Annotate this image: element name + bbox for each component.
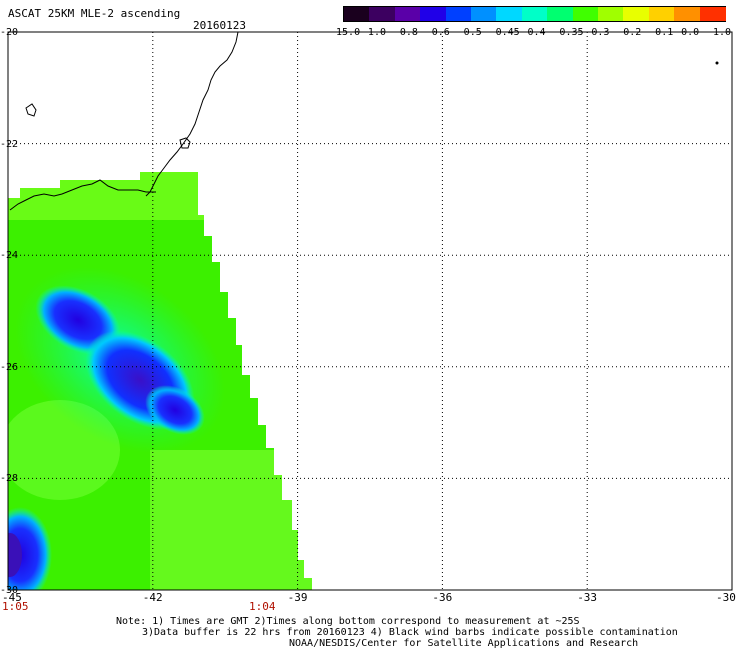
color-bar-segment — [496, 7, 523, 21]
note-line-1: Note: 1) Times are GMT 2)Times along bot… — [116, 616, 580, 627]
island-outline — [25, 103, 37, 117]
longitude-label: -36 — [432, 591, 453, 604]
note-line-3: NOAA/NESDIS/Center for Satellite Applica… — [289, 638, 639, 649]
longitude-label: -33 — [577, 591, 598, 604]
latitude-label: -22 — [0, 138, 19, 150]
map-date: 20160123 — [193, 19, 246, 32]
color-bar-segment — [547, 7, 574, 21]
latitude-label: -20 — [0, 27, 19, 38]
longitude-label: -45 — [2, 591, 22, 604]
latitude-label: -26 — [0, 361, 19, 373]
longitude-label: -42 — [142, 591, 163, 604]
latitude-label: -30 — [0, 585, 19, 596]
color-bar-segment — [521, 7, 549, 21]
color-bar-segment — [598, 7, 625, 21]
map-title: ASCAT 25KM MLE-2 ascending — [8, 7, 181, 20]
color-bar-segment — [344, 7, 371, 21]
note-line-2: 3)Data buffer is 22 hrs from 20160123 4)… — [142, 627, 678, 638]
color-bar-segment — [471, 7, 498, 21]
map-frame — [7, 31, 733, 591]
color-bar-segment — [394, 7, 422, 21]
longitude-label: -39 — [287, 591, 308, 604]
gmt-time-right: 1:04 — [249, 600, 276, 613]
island-dot — [715, 61, 719, 65]
color-bar — [343, 6, 726, 22]
latitude-label: -28 — [0, 473, 19, 485]
gmt-time-left: 1:05 — [2, 600, 29, 613]
color-bar-segment — [623, 7, 650, 21]
longitude-label: -30 — [716, 591, 736, 604]
color-bar-segment — [648, 7, 676, 21]
color-bar-segment — [420, 7, 447, 21]
color-bar-segment — [674, 7, 701, 21]
latitude-label: -24 — [0, 250, 19, 262]
color-bar-segment — [369, 7, 396, 21]
coastline — [9, 31, 239, 211]
island-outline — [179, 137, 191, 149]
color-bar-segment — [572, 7, 599, 21]
wind-swath — [8, 172, 312, 590]
color-bar-segment — [445, 7, 472, 21]
color-bar-segment — [699, 7, 726, 21]
